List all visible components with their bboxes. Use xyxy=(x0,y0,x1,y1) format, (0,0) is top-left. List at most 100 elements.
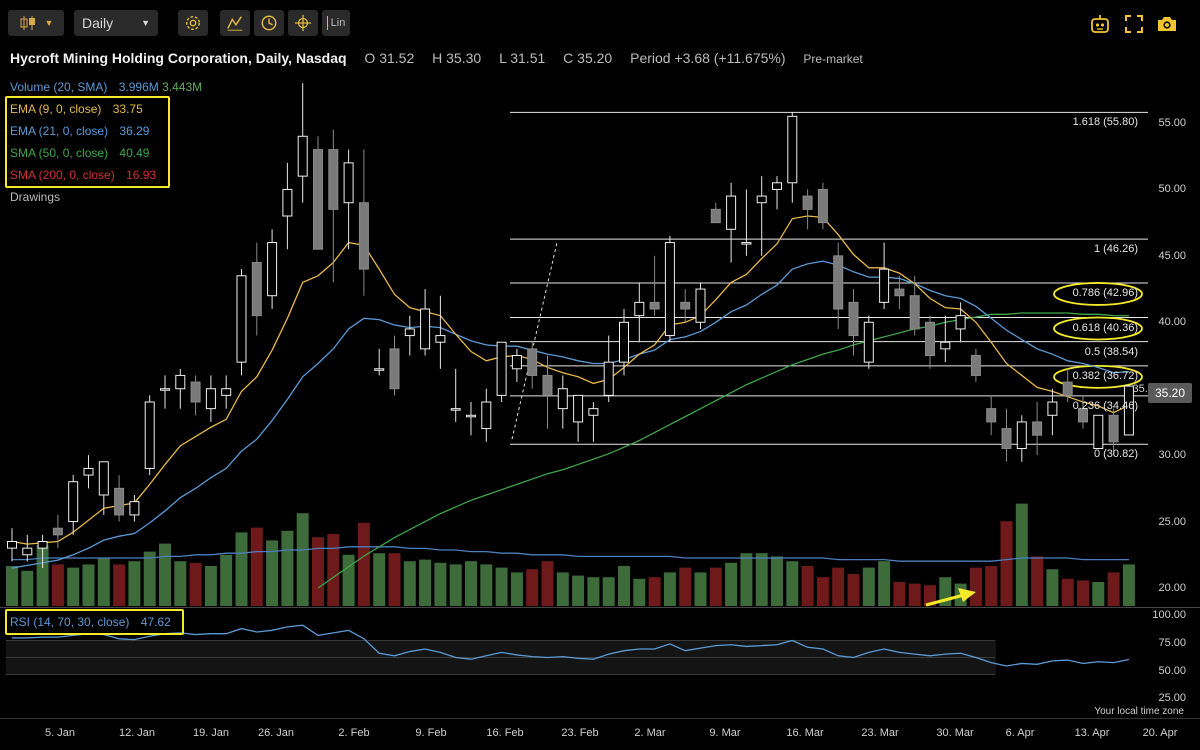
volume-bar xyxy=(725,562,738,606)
time-tick: 26. Jan xyxy=(257,727,295,739)
ema21-legend[interactable]: EMA (21, 0, close) 36.29 xyxy=(10,124,149,138)
interval-select[interactable]: Daily ▼ xyxy=(74,10,158,36)
volume-bar xyxy=(388,553,401,606)
volume-bar xyxy=(572,575,585,606)
candle-body xyxy=(1108,414,1119,443)
volume-bar xyxy=(663,572,676,606)
sma200-legend[interactable]: SMA (200, 0, close) 16.93 xyxy=(10,168,156,182)
fullscreen-button[interactable] xyxy=(1122,12,1146,36)
candle-body xyxy=(297,135,308,177)
candle-body xyxy=(772,182,782,190)
sma50-legend[interactable]: SMA (50, 0, close) 40.49 xyxy=(10,146,149,160)
volume-bar xyxy=(510,572,523,606)
ema9-legend[interactable]: EMA (9, 0, close) 33.75 xyxy=(10,102,143,116)
candle-body xyxy=(603,361,614,396)
candle-body xyxy=(420,308,431,350)
time-tick: 2. Feb xyxy=(338,727,370,739)
volume-bar xyxy=(250,527,263,606)
candle-body xyxy=(98,461,109,496)
time-tick: 19. Jan xyxy=(192,727,230,739)
candle-body xyxy=(588,408,599,416)
drawings-label[interactable]: Drawings xyxy=(10,190,61,204)
candle-body xyxy=(1123,385,1134,436)
volume-bar xyxy=(924,585,936,606)
candle-body xyxy=(909,295,920,330)
candle-body xyxy=(1078,408,1088,423)
scale-button[interactable]: Lin xyxy=(322,10,350,36)
volume-bar xyxy=(465,561,477,606)
highlight-ellipse xyxy=(1053,364,1143,389)
chart-type-button[interactable]: ▼ xyxy=(8,10,64,36)
volume-bar xyxy=(51,564,64,606)
candle-body xyxy=(68,481,79,523)
volume-bar xyxy=(373,553,386,606)
ema21-line xyxy=(11,260,1129,569)
volume-bar xyxy=(755,553,768,606)
candle-body xyxy=(817,188,828,224)
time-tick: 9. Mar xyxy=(709,727,741,739)
time-tick: 20. Apr xyxy=(1142,727,1178,739)
candle-body xyxy=(374,368,385,371)
candle-body xyxy=(190,381,201,403)
volume-bar xyxy=(786,561,799,606)
volume-bar xyxy=(342,554,355,606)
ema21-label: EMA (21, 0, close) xyxy=(10,124,109,138)
rsi-tick: 50.00 xyxy=(1158,665,1186,677)
indicators-button[interactable] xyxy=(220,10,250,36)
volume-bar xyxy=(985,566,998,606)
volume-bar xyxy=(679,567,692,606)
candle-body xyxy=(726,195,737,230)
volume-bar xyxy=(816,577,829,606)
candle-body xyxy=(1032,421,1043,436)
fib-label: 0.382 (36.72) xyxy=(1072,369,1138,382)
crosshair-icon xyxy=(294,14,312,32)
lin-label: Lin xyxy=(330,17,346,29)
candle-body xyxy=(37,541,48,549)
volume-bar xyxy=(189,562,202,606)
fib-label: 1.618 (55.80) xyxy=(1072,116,1138,129)
time-tick: 16. Mar xyxy=(786,727,824,739)
rsi-legend[interactable]: RSI (14, 70, 30, close) 47.62 xyxy=(10,615,171,629)
history-button[interactable] xyxy=(254,10,284,36)
candle-body xyxy=(236,275,247,363)
volume-bar xyxy=(862,567,875,606)
candle-body xyxy=(114,487,125,516)
candle-body xyxy=(833,255,844,310)
robot-icon xyxy=(1091,15,1109,33)
volume-legend[interactable]: Volume (20, SMA) 3.996M 3.443M xyxy=(10,80,202,94)
fib-label: 0 (30.82) xyxy=(1093,448,1138,461)
settings-button[interactable] xyxy=(178,10,208,36)
volume-bar xyxy=(327,534,340,606)
price-tick: 30.00 xyxy=(1158,449,1186,461)
time-tick: 5. Jan xyxy=(45,727,75,739)
candle-body xyxy=(802,195,813,210)
time-tick: 13. Apr xyxy=(1074,727,1110,739)
volume-bar xyxy=(449,564,462,606)
sma50-label: SMA (50, 0, close) xyxy=(10,146,109,160)
highlight-ellipse xyxy=(1053,316,1143,341)
candle-body xyxy=(404,328,415,337)
volume-bar xyxy=(480,564,493,606)
sma200-value: 16.93 xyxy=(126,168,157,182)
candle-body xyxy=(144,401,155,469)
screenshot-button[interactable] xyxy=(1155,12,1179,36)
volume-bar xyxy=(587,577,600,606)
candle-body xyxy=(160,388,170,391)
candle-body xyxy=(925,321,935,356)
volume-bar xyxy=(296,513,309,606)
candle-body xyxy=(52,527,63,536)
volume-bar xyxy=(97,558,110,606)
robot-button[interactable] xyxy=(1088,12,1112,36)
volume-bar xyxy=(1031,556,1044,606)
close-value: C 35.20 xyxy=(563,50,613,66)
low-value: L 31.51 xyxy=(499,50,546,66)
candle-body xyxy=(741,242,752,245)
indicator-icon xyxy=(227,16,243,31)
candle-body xyxy=(863,321,874,363)
fib-label: 0.786 (42.96) xyxy=(1072,286,1138,299)
candle-body xyxy=(496,341,507,396)
candle-body xyxy=(481,401,492,430)
fib-label: 0.618 (40.36) xyxy=(1072,321,1138,334)
crosshair-button[interactable] xyxy=(288,10,318,36)
